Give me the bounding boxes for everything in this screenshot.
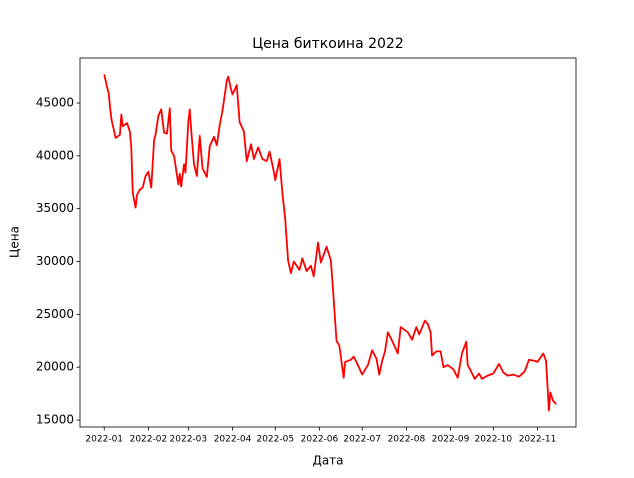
x-tick-label: 2022-05: [256, 435, 294, 445]
x-tick-label: 2022-08: [388, 435, 426, 445]
y-tick-label: 15000: [36, 413, 74, 427]
y-axis-label: Цена: [8, 226, 22, 258]
x-tick-label: 2022-06: [301, 435, 339, 445]
plot-frame: [79, 57, 577, 428]
y-tick-label: 20000: [36, 360, 74, 374]
x-tick-label: 2022-01: [85, 435, 123, 445]
y-tick-label: 25000: [36, 307, 74, 321]
x-tick-label: 2022-07: [343, 435, 381, 445]
x-tick-label: 2022-04: [214, 435, 252, 445]
chart-title: Цена биткоина 2022: [252, 36, 403, 52]
x-tick-label: 2022-09: [432, 435, 470, 445]
y-tick-label: 30000: [36, 254, 74, 268]
x-tick-label: 2022-02: [130, 435, 168, 445]
x-tick-label: 2022-10: [475, 435, 513, 445]
y-tick-label: 35000: [36, 201, 74, 215]
y-tick-label: 45000: [36, 96, 74, 110]
price-line: [103, 74, 557, 412]
x-tick-label: 2022-03: [170, 435, 208, 445]
y-tick-label: 40000: [36, 148, 74, 162]
x-axis-label: Дата: [312, 454, 343, 468]
x-tick-label: 2022-11: [519, 435, 557, 445]
